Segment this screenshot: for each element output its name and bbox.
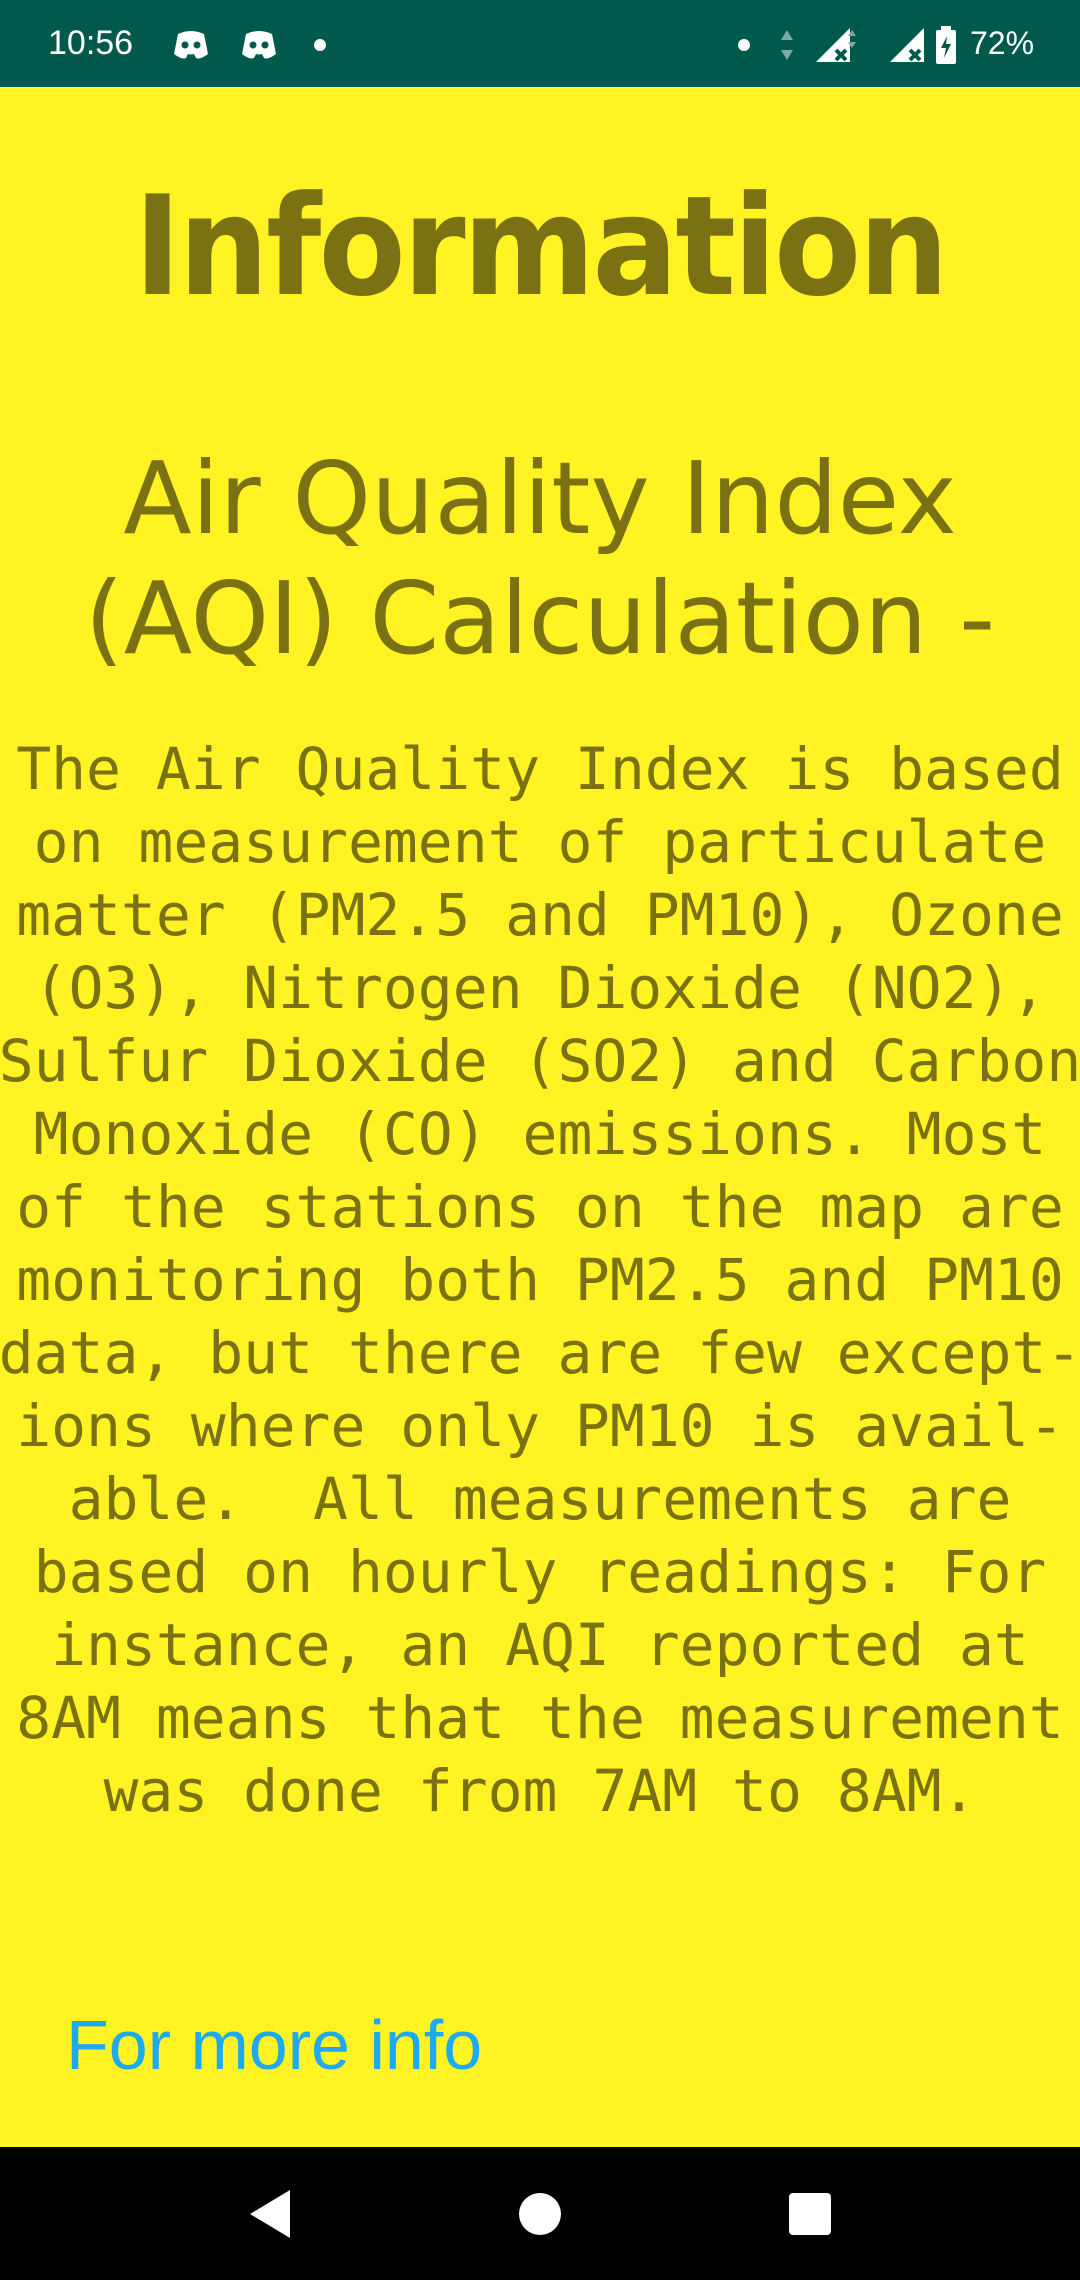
data-arrows-icon — [781, 30, 793, 60]
battery-percentage: 72% — [970, 25, 1035, 61]
aqi-description: The Air Quality Index is based on measur… — [0, 735, 1080, 1825]
section-heading-line-2: (AQI) Calculation - — [84, 560, 996, 677]
signal-no-data-icon — [890, 28, 924, 62]
page-title: Information — [133, 166, 949, 327]
discord-icon — [242, 31, 276, 59]
back-icon — [250, 2189, 290, 2238]
recents-icon — [789, 2192, 831, 2235]
battery-charging-icon — [936, 26, 956, 64]
notification-dot-icon — [738, 39, 750, 51]
status-time: 10:56 — [48, 24, 134, 62]
section-heading: Air Quality Index (AQI) Calculation - — [0, 439, 1080, 679]
info-screen[interactable]: Information Air Quality Index (AQI) Calc… — [0, 87, 1080, 2147]
notification-dot-icon — [314, 39, 326, 51]
status-bar: 10:56 72% — [0, 0, 1080, 87]
home-icon — [519, 2192, 561, 2235]
signal-no-data-icon — [816, 28, 856, 62]
discord-icon — [174, 31, 208, 59]
recents-button[interactable] — [740, 2147, 880, 2280]
section-heading-line-1: Air Quality Index — [123, 440, 957, 557]
back-button[interactable] — [200, 2147, 340, 2280]
home-button[interactable] — [470, 2147, 610, 2280]
navigation-bar — [0, 2147, 1080, 2280]
more-info-link[interactable]: For more info — [66, 2006, 483, 2084]
